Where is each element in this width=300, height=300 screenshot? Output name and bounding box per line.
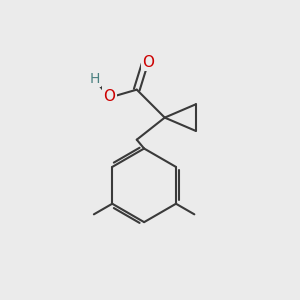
Text: O: O (103, 88, 116, 104)
Text: H: H (90, 72, 100, 86)
Text: O: O (142, 55, 154, 70)
